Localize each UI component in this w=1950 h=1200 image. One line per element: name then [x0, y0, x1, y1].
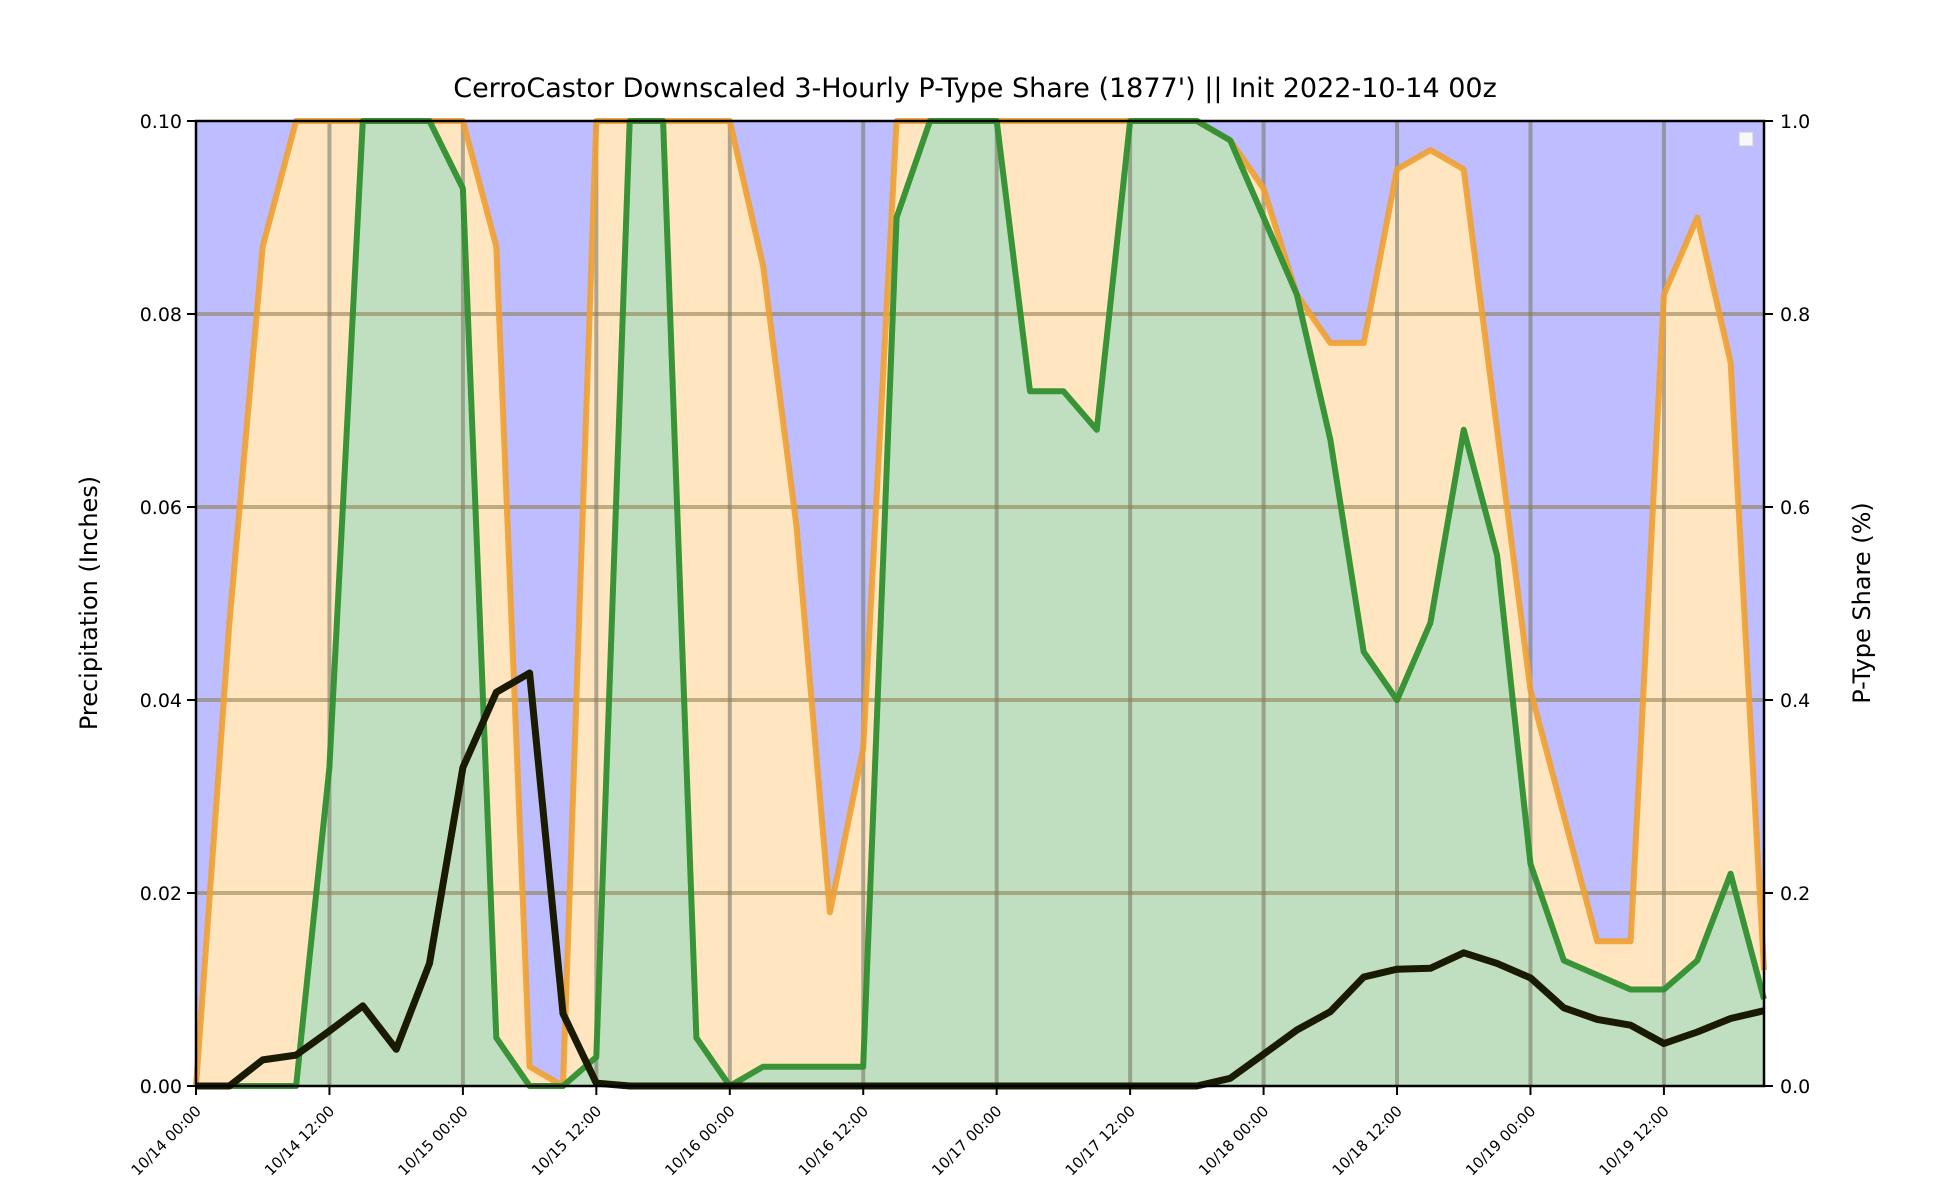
x-tick-label: 10/17 12:00 — [1062, 1102, 1139, 1179]
precip-point — [1363, 976, 1365, 978]
precip-point — [1663, 1043, 1665, 1045]
plot-frame — [194, 119, 1766, 1088]
x-tick-label: 10/15 00:00 — [394, 1102, 471, 1179]
y2-tick-label: 0.4 — [1780, 690, 1810, 712]
x-tick-label: 10/18 12:00 — [1329, 1102, 1406, 1179]
y-tick-label: 0.00 — [140, 1076, 182, 1098]
precip-point — [1730, 1017, 1732, 1019]
y2-tick-label: 0.8 — [1780, 304, 1810, 326]
precip-point — [1263, 1053, 1265, 1055]
precip-point — [595, 1082, 597, 1084]
precip-point — [562, 1013, 564, 1015]
y2-tick-label: 0.0 — [1780, 1076, 1810, 1098]
precip-point — [362, 1005, 364, 1007]
x-tick-label: 10/19 00:00 — [1462, 1102, 1539, 1179]
precip-point — [262, 1059, 264, 1061]
precip-point — [1630, 1024, 1632, 1026]
rain-share-area — [196, 121, 1764, 1086]
precip-point — [1696, 1031, 1698, 1033]
precip-point — [1229, 1077, 1231, 1079]
precip-point — [1429, 967, 1431, 969]
precip-point — [295, 1054, 297, 1056]
y2-tick-label: 1.0 — [1780, 111, 1810, 133]
y2-axis-label: P-Type Share (%) — [1848, 502, 1876, 704]
y-tick-label: 0.06 — [140, 497, 182, 519]
precip-point — [1496, 962, 1498, 964]
precip-point — [529, 672, 531, 674]
precip-point — [429, 962, 431, 964]
x-tick-label: 10/17 00:00 — [928, 1102, 1005, 1179]
x-tick-label: 10/18 00:00 — [1195, 1102, 1272, 1179]
precip-point — [1329, 1011, 1331, 1013]
precip-point — [1529, 977, 1531, 979]
precip-point — [1463, 952, 1465, 954]
y-axis-label: Precipitation (Inches) — [75, 476, 103, 730]
precip-point — [328, 1030, 330, 1032]
precip-point — [495, 691, 497, 693]
y-tick-label: 0.04 — [140, 690, 182, 712]
y-tick-label: 0.02 — [140, 883, 182, 905]
y-tick-label: 0.08 — [140, 304, 182, 326]
y2-tick-label: 0.2 — [1780, 883, 1810, 905]
x-tick-label: 10/14 12:00 — [261, 1102, 338, 1179]
x-tick-label: 10/15 12:00 — [528, 1102, 605, 1179]
x-tick-label: 10/14 00:00 — [128, 1102, 205, 1179]
x-tick-label: 10/16 00:00 — [661, 1102, 738, 1179]
precip-point — [1563, 1007, 1565, 1009]
precip-point — [1596, 1018, 1598, 1020]
x-tick-label: 10/16 12:00 — [795, 1102, 872, 1179]
y-tick-label: 0.10 — [140, 111, 182, 133]
legend-box — [1738, 131, 1754, 147]
x-tick-label: 10/19 12:00 — [1596, 1102, 1673, 1179]
y2-tick-label: 0.6 — [1780, 497, 1810, 519]
precip-point — [462, 767, 464, 769]
chart-title: CerroCastor Downscaled 3-Hourly P-Type S… — [453, 73, 1497, 104]
precip-point — [395, 1048, 397, 1050]
precip-point — [1296, 1029, 1298, 1031]
precip-point — [1396, 968, 1398, 970]
gridlines — [196, 121, 1764, 1086]
